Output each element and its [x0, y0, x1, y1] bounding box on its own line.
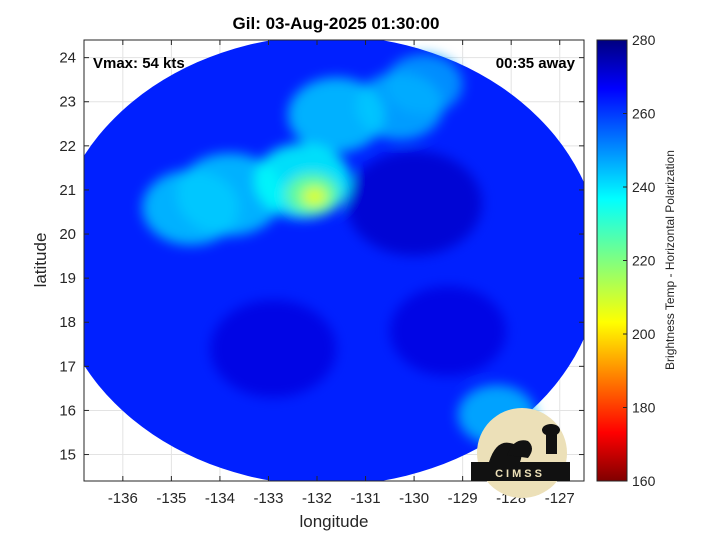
storm-feature [287, 77, 385, 153]
y-tick-label: 22 [59, 138, 76, 155]
y-tick-label: 18 [59, 314, 76, 331]
x-tick-label: -134 [205, 490, 235, 507]
colorbar-tick-label: 160 [632, 473, 656, 489]
y-tick-label: 20 [59, 226, 76, 243]
y-tick-label: 15 [59, 447, 76, 464]
colorbar-label: Brightness Temp - Horizontal Polarizatio… [663, 150, 677, 370]
x-tick-label: -133 [253, 490, 283, 507]
x-tick-label: -129 [448, 490, 478, 507]
logo-text: CIMSS [495, 468, 545, 480]
swath-layer [84, 40, 584, 481]
x-tick-label: -135 [156, 490, 186, 507]
x-axis-ticks: -136 -135 -134 -133 -132 -131 -130 -129 -128 -127 [108, 40, 575, 507]
y-tick-label: 24 [59, 50, 76, 67]
storm-feature [210, 299, 337, 398]
colorbar-tick-label: 260 [632, 106, 656, 122]
storm-feature [142, 170, 240, 246]
colorbar-tick-label: 240 [632, 179, 656, 195]
storm-feature [302, 187, 327, 206]
plot-frame [83, 39, 585, 482]
cimss-logo: CIMSS [471, 408, 570, 498]
storm-feature [389, 286, 507, 377]
y-tick-label: 21 [59, 182, 76, 199]
colorbar [596, 39, 628, 482]
chart-title: Gil: 03-Aug-2025 01:30:00 [233, 14, 440, 33]
colorbar-tick-label: 180 [632, 400, 656, 416]
colorbar-ticks: 160 180 200 220 240 260 280 [623, 32, 656, 489]
colorbar-tick-label: 280 [632, 32, 656, 48]
y-axis-label: latitude [31, 233, 50, 288]
x-tick-label: -130 [399, 490, 429, 507]
y-tick-label: 16 [59, 402, 76, 419]
x-tick-label: -132 [302, 490, 332, 507]
x-tick-label: -127 [545, 490, 575, 507]
x-axis-label: longitude [299, 512, 368, 531]
x-tick-label: -131 [351, 490, 381, 507]
colorbar-tick-label: 200 [632, 326, 656, 342]
x-tick-label: -136 [108, 490, 138, 507]
storm-features [142, 54, 536, 445]
vmax-annotation: Vmax: 54 kts [93, 55, 185, 72]
colorbar-tick-label: 220 [632, 253, 656, 269]
time-offset-annotation: 00:35 away [496, 55, 576, 72]
storm-feature [346, 150, 483, 256]
y-tick-label: 17 [59, 358, 76, 375]
y-axis-ticks: 15 16 17 18 19 20 21 22 23 24 [59, 50, 584, 464]
y-tick-label: 19 [59, 270, 76, 287]
y-tick-label: 23 [59, 94, 76, 111]
